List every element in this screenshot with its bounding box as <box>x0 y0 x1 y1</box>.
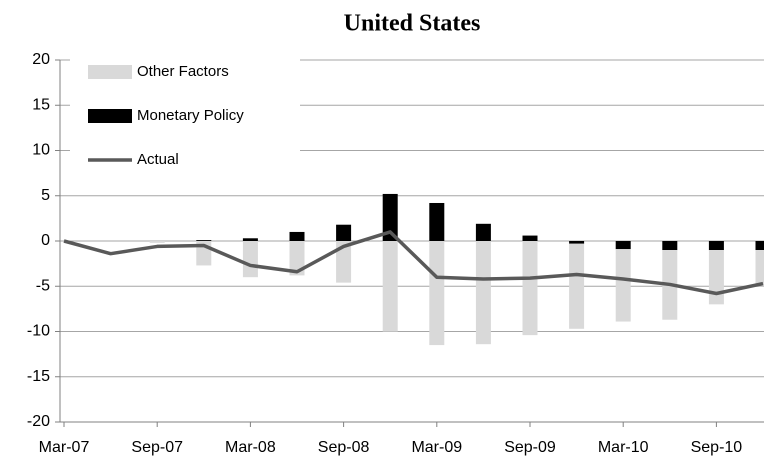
bar <box>615 241 631 250</box>
bar <box>475 223 491 241</box>
bar <box>708 241 724 251</box>
legend-swatch <box>88 109 132 123</box>
bar <box>382 193 398 241</box>
y-tick-label: 20 <box>32 51 50 68</box>
x-tick-label: Sep-08 <box>318 439 370 456</box>
bar <box>196 240 212 241</box>
x-tick-label: Mar-10 <box>598 439 649 456</box>
bar <box>289 231 305 241</box>
bar <box>755 250 764 287</box>
y-tick-label: 0 <box>41 232 50 249</box>
bar <box>569 241 585 244</box>
bar <box>522 235 538 241</box>
y-tick-label: 10 <box>32 142 50 159</box>
bar <box>569 243 585 329</box>
x-tick-label: Mar-08 <box>225 439 276 456</box>
bar <box>382 241 398 332</box>
bar <box>289 241 305 276</box>
x-tick-label: Mar-07 <box>39 439 90 456</box>
bar <box>475 241 491 345</box>
legend-label: Actual <box>137 151 179 168</box>
y-tick-label: 15 <box>32 96 50 113</box>
bar <box>149 241 165 243</box>
bar <box>336 224 352 241</box>
bar <box>708 250 724 305</box>
x-tick-label: Mar-09 <box>411 439 462 456</box>
y-tick-label: 5 <box>41 187 50 204</box>
legend-label: Other Factors <box>137 63 229 80</box>
x-tick-label: Sep-07 <box>131 439 183 456</box>
x-tick-label: Sep-10 <box>691 439 743 456</box>
bar <box>242 238 258 241</box>
y-tick-label: -15 <box>27 368 50 385</box>
bar <box>336 241 352 283</box>
bar <box>242 241 258 278</box>
bar <box>755 241 764 251</box>
bar <box>429 202 445 241</box>
line <box>63 230 764 296</box>
bar <box>522 241 538 336</box>
bar <box>662 241 678 251</box>
y-tick-label: -5 <box>36 277 50 294</box>
chart-title: United States <box>344 11 481 37</box>
legend: Other Factors Monetary Policy Actual <box>70 58 300 182</box>
bar <box>615 249 631 322</box>
bar <box>429 241 445 346</box>
legend-swatch <box>88 65 132 79</box>
x-tick-label: Sep-09 <box>504 439 556 456</box>
legend-label: Monetary Policy <box>137 107 244 124</box>
y-tick-label: -10 <box>27 323 50 340</box>
y-tick-label: -20 <box>27 413 50 430</box>
